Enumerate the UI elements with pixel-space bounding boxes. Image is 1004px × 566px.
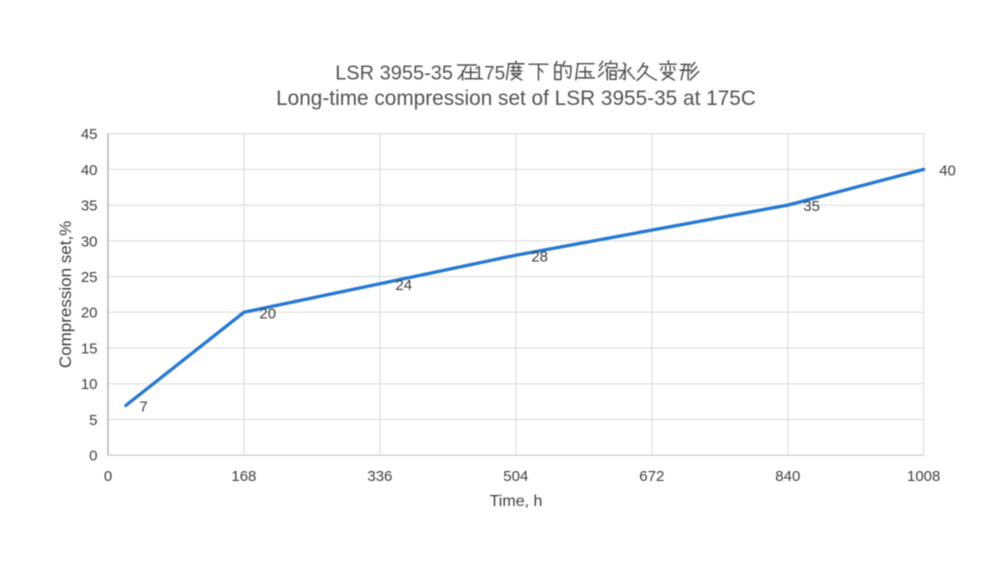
svg-text:0: 0 bbox=[104, 468, 112, 485]
svg-text:5: 5 bbox=[89, 412, 97, 429]
svg-text:40: 40 bbox=[939, 163, 956, 180]
svg-text:0: 0 bbox=[89, 448, 97, 465]
svg-text:45: 45 bbox=[81, 126, 98, 143]
svg-text:175: 175 bbox=[474, 64, 506, 85]
svg-text:672: 672 bbox=[639, 468, 664, 485]
svg-text:1008: 1008 bbox=[907, 468, 940, 485]
svg-text:504: 504 bbox=[503, 468, 528, 485]
svg-text:20: 20 bbox=[81, 305, 98, 322]
svg-text:24: 24 bbox=[395, 277, 412, 294]
svg-text:Long-time compression set of L: Long-time compression set of LSR 3955-35… bbox=[276, 87, 756, 110]
svg-text:Time, h: Time, h bbox=[490, 493, 543, 510]
svg-text:28: 28 bbox=[531, 248, 548, 265]
svg-text:20: 20 bbox=[259, 305, 276, 322]
svg-text:35: 35 bbox=[81, 198, 98, 215]
svg-text:LSR 3955-35: LSR 3955-35 bbox=[335, 63, 453, 85]
svg-text:35: 35 bbox=[803, 198, 820, 215]
svg-text:30: 30 bbox=[81, 233, 98, 250]
svg-text:336: 336 bbox=[367, 468, 392, 485]
svg-text:168: 168 bbox=[231, 468, 256, 485]
svg-text:15: 15 bbox=[81, 340, 98, 357]
svg-text:Compression set,%: Compression set,% bbox=[56, 221, 75, 368]
svg-text:7: 7 bbox=[139, 399, 147, 416]
svg-text:25: 25 bbox=[81, 269, 98, 286]
svg-text:40: 40 bbox=[81, 162, 98, 179]
svg-text:840: 840 bbox=[775, 468, 800, 485]
svg-text:10: 10 bbox=[81, 376, 98, 393]
